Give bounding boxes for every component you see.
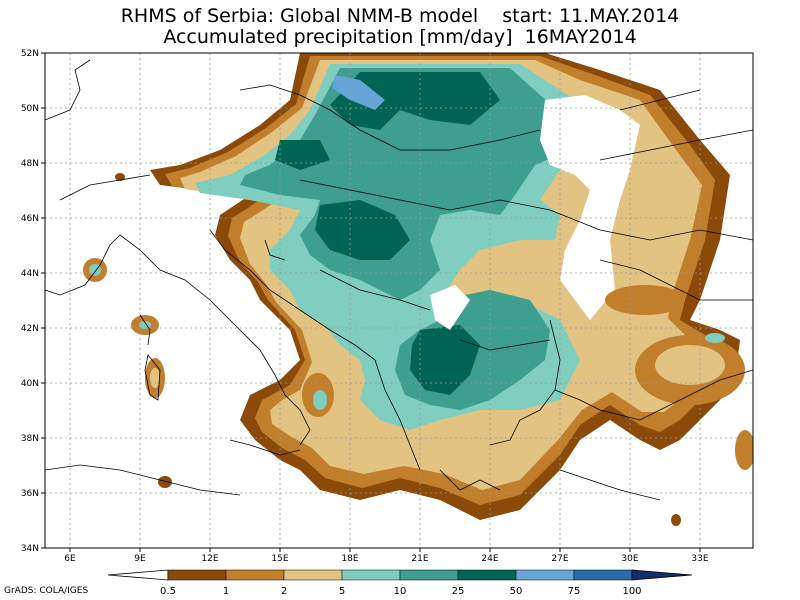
lat-label: 42N — [21, 324, 39, 334]
precip-band-50 — [332, 75, 385, 110]
precip-band-25-core — [315, 200, 410, 260]
precip-cell-tyrrhenian-core — [313, 390, 327, 410]
lat-lon-grid — [45, 53, 753, 548]
colorbar-high-arrow — [631, 569, 693, 581]
lon-label: 33E — [691, 554, 708, 564]
map-title-line2: Accumulated precipitation [mm/day] 16MAY… — [163, 26, 637, 48]
colorbar-segment — [515, 569, 575, 581]
lat-label: 46N — [21, 214, 39, 224]
precip-band-25-south — [410, 325, 480, 395]
lon-label: 12E — [201, 554, 218, 564]
lon-label: 6E — [64, 554, 76, 564]
lat-label: 40N — [21, 379, 39, 389]
lon-label: 18E — [341, 554, 358, 564]
lat-label: 50N — [21, 104, 39, 114]
lat-label: 34N — [21, 544, 39, 554]
precip-cell-se — [735, 430, 753, 470]
axis-ticks — [41, 52, 701, 552]
credit-text: GrADS: COLA/IGES — [4, 586, 89, 596]
precip-cell-sw — [158, 476, 172, 488]
precip-band-10 — [240, 68, 570, 300]
colorbar-segment — [167, 569, 227, 581]
dry-area-east — [540, 95, 640, 320]
precip-cell-sardinia-core — [150, 368, 160, 388]
colorbar-segment — [457, 569, 517, 581]
colorbar-segment — [573, 569, 633, 581]
colorbar-label: 50 — [510, 586, 523, 597]
colorbar-label: 10 — [394, 586, 407, 597]
coastlines — [45, 59, 753, 501]
precip-band-25 — [330, 72, 500, 130]
colorbar-label: 25 — [452, 586, 465, 597]
colorbar-label: 75 — [568, 586, 581, 597]
lon-labels: 6E 9E 12E 15E 18E 21E 24E 27E 30E 33E — [64, 554, 709, 564]
lat-label: 44N — [21, 269, 39, 279]
colorbar-segment — [283, 569, 343, 581]
dry-area-central — [430, 285, 470, 330]
precip-cell-turkey-wet — [705, 333, 725, 343]
colorbar-label: 2 — [281, 586, 287, 597]
colorbar-segment — [341, 569, 401, 581]
colorbar-label: 1 — [223, 586, 229, 597]
lon-label: 30E — [621, 554, 638, 564]
map-frame — [44, 52, 754, 549]
lon-label: 21E — [411, 554, 428, 564]
lon-label: 24E — [481, 554, 498, 564]
precip-cell-turkey-core — [655, 345, 725, 385]
lon-label: 15E — [271, 554, 288, 564]
lat-label: 48N — [21, 159, 39, 169]
precip-cell-s — [671, 514, 681, 526]
lat-labels: 52N 50N 48N 46N 44N 42N 40N 38N 36N 34N — [21, 49, 39, 554]
precipitation-field — [83, 53, 753, 526]
lat-label: 36N — [21, 489, 39, 499]
lat-label: 38N — [21, 434, 39, 444]
colorbar-segment — [225, 569, 285, 581]
colorbar-label: 5 — [339, 586, 345, 597]
precip-band-25-small — [275, 140, 330, 170]
map-title-line1: RHMS of Serbia: Global NMM-B model start… — [120, 5, 680, 27]
lon-label: 27E — [551, 554, 568, 564]
precip-cell-ukraine — [605, 285, 685, 315]
colorbar-segment — [399, 569, 459, 581]
precip-cell-w — [115, 173, 125, 181]
colorbar-label: 0.5 — [160, 586, 176, 597]
lon-label: 9E — [134, 554, 146, 564]
colorbar-low-arrow — [107, 569, 169, 581]
lat-label: 52N — [21, 49, 39, 59]
colorbar: 0.5 1 2 5 10 25 50 75 100 — [107, 569, 693, 597]
colorbar-label: 100 — [622, 586, 641, 597]
